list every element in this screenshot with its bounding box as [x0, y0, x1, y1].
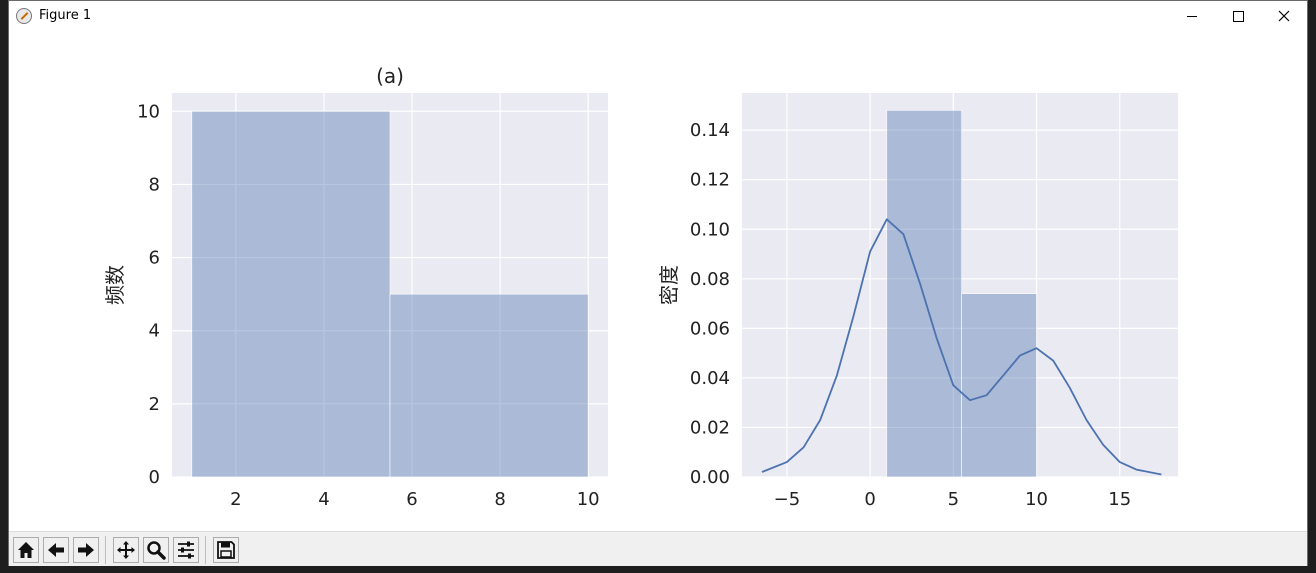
chart2-x-tick-label: 5: [948, 489, 959, 510]
chart1-x-tick-label: 10: [577, 489, 600, 510]
chart1-y-tick-label: 4: [149, 321, 160, 342]
chart1-title: (a): [376, 64, 404, 88]
chart2-y-tick-label: 0.14: [690, 120, 730, 141]
chart2-histogram-bar: [886, 110, 962, 478]
chart2-y-tick-label: 0.08: [690, 269, 730, 290]
close-button[interactable]: [1261, 1, 1307, 31]
chart2-y-tick-label: 0.10: [690, 219, 730, 240]
home-button[interactable]: [13, 537, 39, 563]
chart1-y-tick-label: 6: [149, 248, 160, 269]
toolbar-separator: [105, 536, 106, 564]
pan-button[interactable]: [113, 537, 139, 563]
toolbar-separator: [205, 536, 206, 564]
maximize-icon: [1232, 10, 1244, 22]
chart1-y-tick-label: 8: [149, 174, 160, 195]
pan-icon: [117, 541, 135, 559]
minimize-icon: [1187, 15, 1197, 17]
chart1-histogram-bar: [191, 110, 391, 478]
forward-button[interactable]: [73, 537, 99, 563]
chart1-x-tick-label: 4: [318, 489, 329, 510]
forward-icon: [78, 543, 94, 557]
chart1-y-axis-label: 频数: [103, 265, 127, 305]
chart1-y-tick-label: 10: [137, 101, 160, 122]
save-button[interactable]: [213, 537, 239, 563]
chart2-plot-area: [742, 93, 1178, 477]
maximize-button[interactable]: [1215, 1, 1261, 31]
chart2-histogram-bar: [961, 293, 1037, 478]
zoom-icon: [147, 541, 166, 560]
chart1-x-tick-label: 6: [406, 489, 417, 510]
save-icon: [217, 541, 235, 559]
chart2-y-tick-label: 0.12: [690, 170, 730, 191]
figure-canvas[interactable]: 2 4 6 8 10 0 2 4 6 8 10 (a) 频数 −5 0 5 10 15 0.00 0.02 0.04 0.…: [9, 31, 1307, 531]
chart2-x-tick-label: 0: [864, 489, 875, 510]
navigation-toolbar: [9, 531, 1307, 566]
chart2-y-tick-label: 0.02: [690, 417, 730, 438]
close-icon: [1278, 10, 1290, 22]
chart2-y-tick-label: 0.06: [690, 318, 730, 339]
charts-svg: 2 4 6 8 10 0 2 4 6 8 10 (a) 频数 −5 0 5 10 15 0.00 0.02 0.04 0.…: [103, 64, 1178, 510]
title-bar[interactable]: Figure 1: [9, 1, 1307, 31]
back-icon: [48, 543, 64, 557]
zoom-button[interactable]: [143, 537, 169, 563]
configure-subplots-button[interactable]: [173, 537, 199, 563]
chart1-y-tick-label: 0: [149, 467, 160, 488]
chart2-y-axis-label: 密度: [657, 265, 681, 305]
figure-window: Figure 1 2 4 6 8 10 0 2 4 6 8 10 (a) 频数 −5 0 5 10 15 0.00 0…: [8, 0, 1308, 566]
chart1-x-tick-label: 2: [230, 489, 241, 510]
chart1-x-tick-label: 8: [494, 489, 505, 510]
chart2-kde-line: [761, 218, 1162, 476]
chart2-y-tick-label: 0.04: [690, 368, 730, 389]
chart1-histogram-bar: [389, 293, 589, 478]
chart2-y-tick-label: 0.00: [690, 467, 730, 488]
chart1-y-tick-label: 2: [149, 394, 160, 415]
minimize-button[interactable]: [1169, 1, 1215, 31]
chart2-x-tick-label: 15: [1108, 489, 1131, 510]
configure-icon: [178, 541, 194, 559]
window-title: Figure 1: [39, 8, 92, 23]
chart2-x-tick-label: 10: [1025, 489, 1048, 510]
back-button[interactable]: [43, 537, 69, 563]
home-icon: [18, 542, 34, 558]
matplotlib-icon: [16, 8, 32, 24]
chart2-x-tick-label: −5: [774, 489, 801, 510]
